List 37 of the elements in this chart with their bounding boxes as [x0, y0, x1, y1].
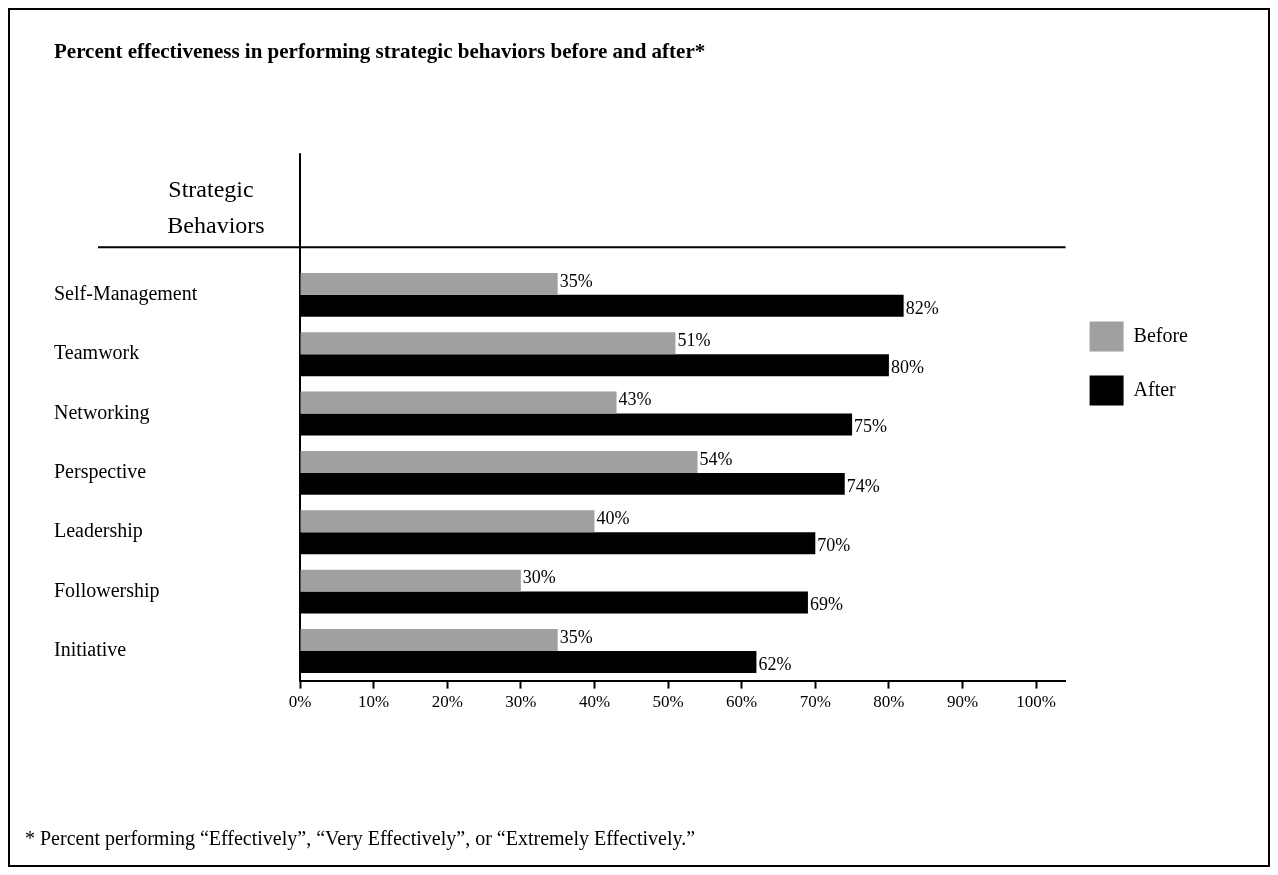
- y-tick-label: Self-Management: [54, 282, 198, 306]
- data-label: 69%: [809, 594, 843, 615]
- data-label: 54%: [699, 448, 733, 469]
- x-tick-label: 40%: [578, 692, 611, 712]
- legend-label: Before: [1133, 323, 1189, 346]
- x-tick-label: 80%: [873, 692, 905, 712]
- y-tick-label: Perspective: [54, 460, 147, 484]
- data-label: 43%: [618, 389, 652, 410]
- data-label: 62%: [758, 653, 792, 674]
- data-label: 40%: [596, 508, 630, 528]
- x-tick-label: 20%: [431, 692, 463, 712]
- legend-label: After: [1133, 377, 1177, 400]
- x-tick-label: 100%: [1016, 692, 1056, 712]
- y-tick-label: Teamwork: [54, 341, 140, 364]
- x-tick-label: 30%: [505, 692, 537, 712]
- data-label: 51%: [677, 329, 711, 350]
- data-label: 80%: [890, 356, 924, 377]
- y-tick-label: Followership: [54, 578, 160, 602]
- x-tick-label: 10%: [358, 692, 390, 712]
- text: * Percent performing “Effectively”, “Very Effectively”, or “Extremely Effectively.”: [25, 827, 696, 850]
- data-label: 82%: [905, 297, 939, 318]
- data-label: 74%: [846, 475, 880, 496]
- data-label: 35%: [559, 270, 593, 291]
- chart-title: Percent effectiveness in performing strategic behaviors before and after*: [54, 39, 706, 64]
- y-tick-label: Initiative: [54, 638, 127, 661]
- data-label: 35%: [559, 626, 593, 647]
- x-tick-label: 70%: [799, 692, 831, 712]
- data-label: 30%: [522, 567, 556, 588]
- x-tick-label: 60%: [726, 692, 758, 712]
- y-tick-label: Leadership: [54, 519, 143, 543]
- x-tick-label: 0%: [288, 692, 312, 712]
- x-tick-label: 90%: [946, 692, 979, 712]
- y-axis-title: Strategic Behaviors: [167, 176, 265, 239]
- data-label: 75%: [854, 416, 888, 437]
- x-tick-label: 50%: [652, 692, 684, 712]
- y-tick-label: Networking: [54, 400, 150, 424]
- data-label: 70%: [817, 534, 851, 555]
